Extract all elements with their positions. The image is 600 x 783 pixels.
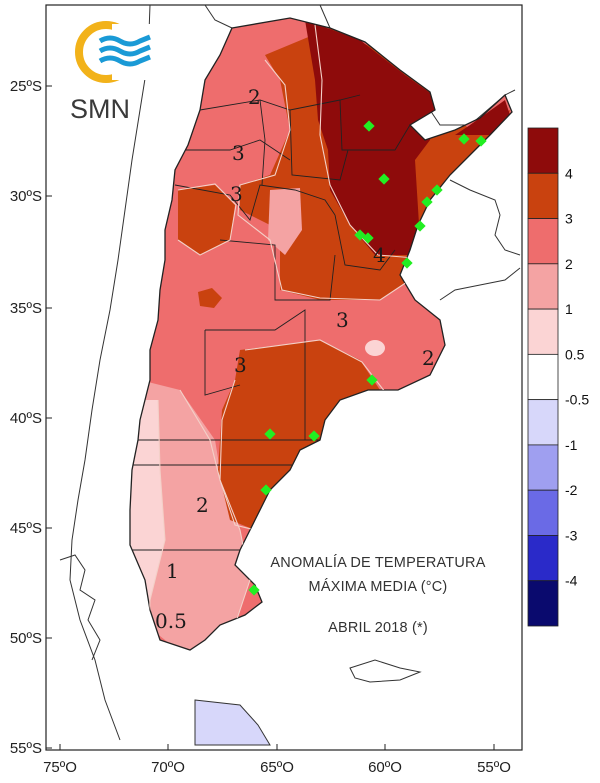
contour-lines (147, 24, 416, 650)
lat-tick-label: 25ºS (10, 78, 42, 95)
argentina-outline (129, 17, 513, 651)
smn-logo: SMN (70, 21, 154, 124)
lon-tick-label: 60ºO (368, 759, 402, 776)
contour-label-group: 2 3 3 4 3 3 2 2 1 0.5 (155, 85, 435, 633)
station-marker (421, 196, 433, 208)
contour-label: 3 (232, 141, 245, 165)
anomaly-4-north (305, 20, 440, 255)
contour-label: 3 (336, 308, 349, 332)
contour-label: 2 (248, 85, 261, 109)
anomaly-05-spot (365, 340, 385, 356)
legend-label: -0.5 (565, 392, 589, 408)
legend-label: -4 (565, 573, 578, 589)
station-marker (260, 484, 272, 496)
lon-tick-label: 55ºO (477, 759, 511, 776)
anomaly-4-misiones (455, 100, 510, 135)
legend-swatch (527, 172, 559, 219)
map-title: ANOMALÍA DE TEMPERATURA MÁXIMA MEDIA (°C… (270, 554, 485, 636)
legend-swatch (527, 444, 559, 491)
anomaly-1-spot (268, 188, 302, 255)
neighbor-borders (59, 4, 521, 741)
station-marker (366, 374, 378, 386)
title-line-1: ANOMALÍA DE TEMPERATURA (270, 554, 485, 571)
logo-text: SMN (70, 94, 130, 124)
station-marker (431, 184, 443, 196)
legend-colorbar: 4 3 2 1 0.5 -0.5 -1 -2 -3 -4 (527, 127, 589, 627)
legend-swatch (527, 218, 559, 265)
contour-label: 4 (373, 243, 386, 267)
anomaly-3-cordoba (178, 185, 235, 255)
logo-wave (98, 44, 151, 57)
lon-tick-label: 65ºO (260, 759, 294, 776)
anomaly-3-south (218, 340, 380, 530)
legend-label: 2 (565, 256, 573, 272)
legend-label: 3 (565, 211, 573, 227)
legend-label: 0.5 (565, 346, 585, 362)
lon-tick-label: 70ºO (151, 759, 185, 776)
tierra-del-fuego (194, 699, 271, 746)
contour-label: 2 (422, 346, 435, 370)
longitude-axis: 75ºO 70ºO 65ºO 60ºO 55ºO (43, 759, 511, 776)
legend-swatch (527, 308, 559, 355)
logo-wave (98, 54, 151, 67)
stations (248, 120, 487, 596)
lat-tick-label: 55ºS (10, 740, 42, 757)
contour-label: 1 (166, 559, 179, 583)
station-marker (378, 173, 390, 185)
legend-label: -1 (565, 437, 578, 453)
station-marker (414, 220, 426, 232)
contour-label: 2 (196, 493, 209, 517)
title-line-2: MÁXIMA MEDIA (°C) (309, 578, 448, 595)
legend-swatch (527, 263, 559, 310)
station-marker (458, 133, 470, 145)
lat-tick-label: 50ºS (10, 630, 42, 647)
legend-label: 1 (565, 301, 573, 317)
contour-label: 0.5 (155, 609, 187, 633)
contour-label: 3 (230, 182, 243, 206)
lat-tick-label: 45ºS (10, 520, 42, 537)
legend-swatch (527, 399, 559, 446)
lon-tick-label: 75ºO (43, 759, 77, 776)
logo-wave (98, 34, 151, 47)
legend-swatch (527, 580, 559, 627)
lat-tick-label: 35ºS (10, 300, 42, 317)
legend-swatch (527, 489, 559, 536)
axis-ticks (46, 85, 495, 750)
legend-label: -2 (565, 482, 578, 498)
contour-label: 3 (234, 353, 247, 377)
station-marker (362, 232, 374, 244)
legend-swatch (527, 353, 559, 401)
station-marker (264, 428, 276, 440)
station-marker (401, 257, 413, 269)
station-marker (248, 584, 260, 596)
title-period: ABRIL 2018 (*) (328, 620, 428, 636)
latitude-axis: 25ºS 30ºS 35ºS 40ºS 45ºS 50ºS 55ºS (10, 78, 42, 757)
anomaly-3-spot (198, 288, 222, 308)
map-frame-border (45, 4, 523, 751)
lat-tick-label: 40ºS (10, 410, 42, 427)
station-marker (475, 135, 487, 147)
legend-label: 4 (565, 165, 573, 181)
legend-label: -3 (565, 527, 578, 543)
legend-swatch (527, 127, 559, 174)
station-marker (308, 430, 320, 442)
lat-tick-label: 30ºS (10, 188, 42, 205)
anomaly-1-zone (140, 380, 250, 650)
legend-swatch (527, 535, 559, 582)
